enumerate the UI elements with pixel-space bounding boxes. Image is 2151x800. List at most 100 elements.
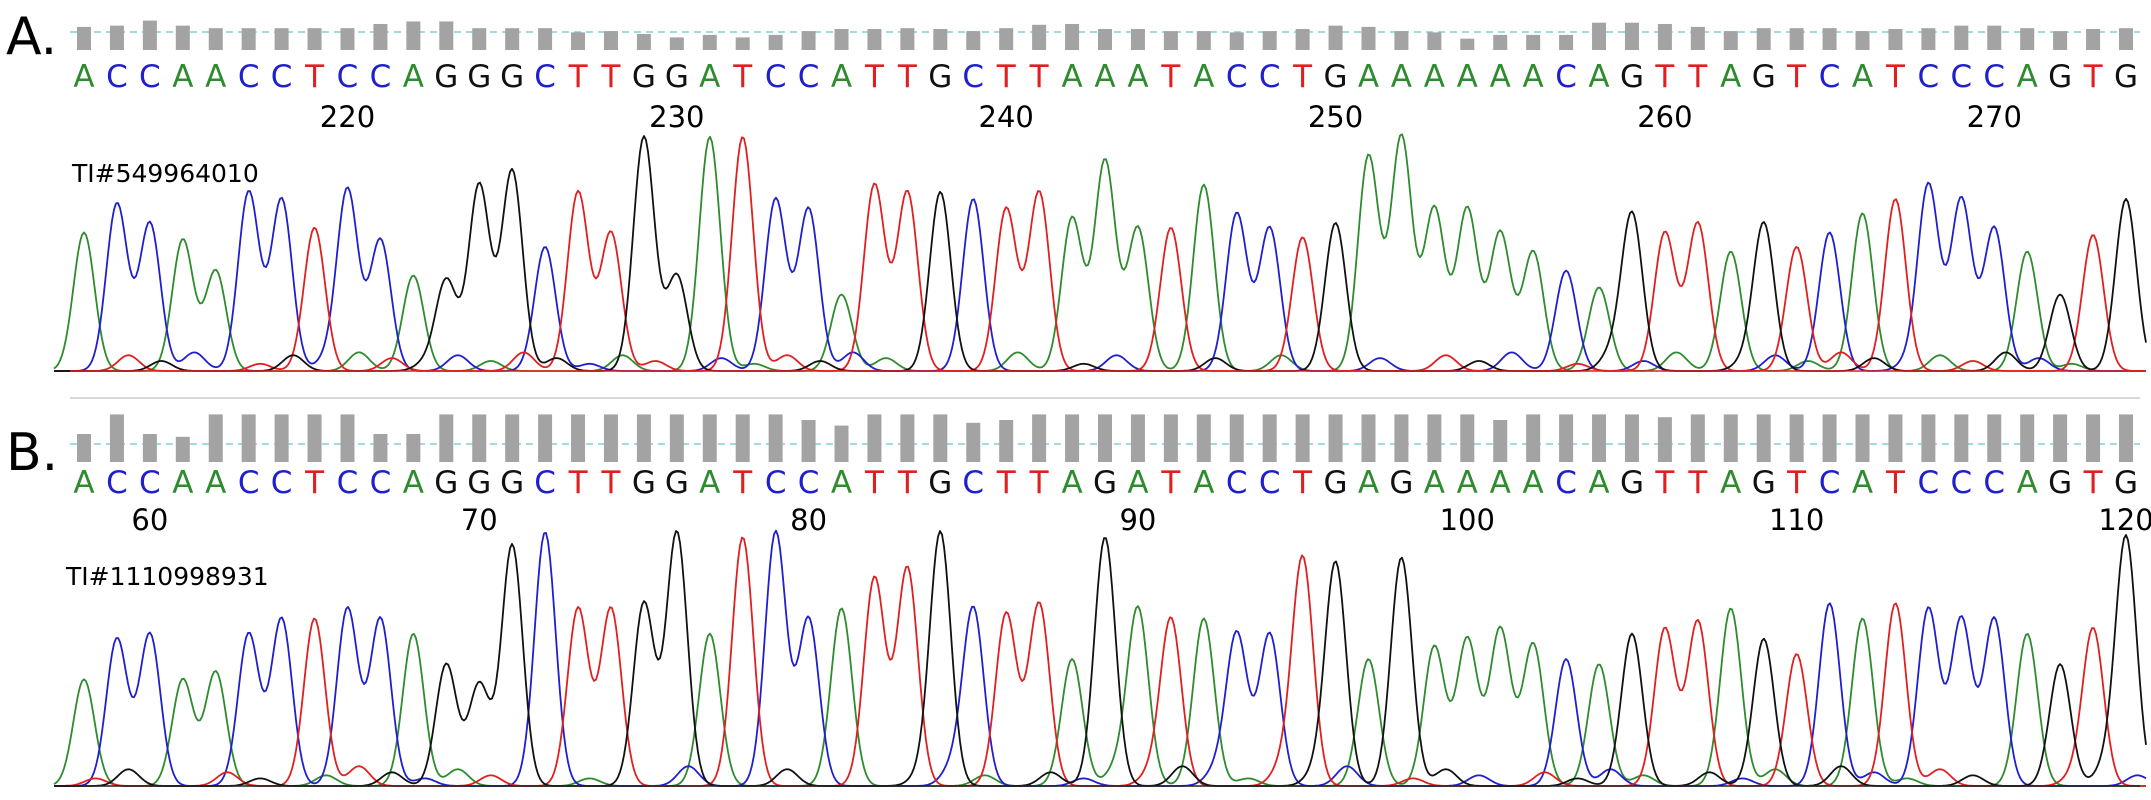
base-call: C: [337, 465, 359, 501]
quality-bar: [274, 28, 289, 50]
quality-bar: [77, 26, 91, 50]
base-call: C: [765, 465, 787, 501]
position-label: 120: [2098, 503, 2151, 537]
quality-bar: [1624, 22, 1639, 50]
base-call: A: [1852, 59, 1873, 95]
panel-b-trace-id: TI#1110998931: [65, 562, 269, 591]
base-call: A: [1457, 59, 1478, 95]
quality-bar: [2086, 414, 2101, 462]
quality-bar: [1196, 31, 1211, 50]
base-call: C: [1983, 59, 2005, 95]
base-call: G: [665, 465, 689, 501]
panel-a-trace-id: TI#549964010: [71, 159, 259, 188]
base-call: C: [1226, 465, 1248, 501]
trace-C: [54, 181, 2146, 372]
quality-bar: [1559, 34, 1574, 50]
base-call: G: [2048, 465, 2072, 501]
base-call: A: [73, 465, 94, 501]
base-call: T: [1687, 59, 1708, 95]
quality-bar: [1032, 414, 1047, 462]
panel-b-traces: [53, 529, 2147, 787]
base-call: A: [1490, 59, 1511, 95]
quality-bar: [505, 28, 520, 50]
quality-bar: [373, 23, 388, 50]
base-call: A: [1588, 465, 1609, 501]
base-call: T: [1029, 59, 1050, 95]
quality-bar: [1065, 23, 1080, 50]
quality-bar: [966, 31, 981, 50]
quality-bar: [538, 414, 553, 462]
base-call: G: [1620, 465, 1644, 501]
quality-bar: [1789, 28, 1804, 50]
quality-bar: [669, 37, 684, 50]
panel-a-quality-bars: [70, 20, 2140, 50]
base-call: A: [699, 465, 720, 501]
base-call: T: [2083, 59, 2104, 95]
base-call: A: [1061, 465, 1082, 501]
quality-bar: [2086, 29, 2101, 50]
quality-bar: [1130, 414, 1145, 462]
base-call: C: [139, 59, 161, 95]
quality-bar: [867, 29, 882, 50]
base-call: C: [534, 465, 556, 501]
base-call: T: [897, 59, 918, 95]
quality-bar: [1657, 417, 1672, 462]
base-call: G: [665, 59, 689, 95]
quality-bar: [1526, 414, 1541, 462]
base-call: G: [632, 59, 656, 95]
position-label: 260: [1637, 100, 1692, 134]
base-call: T: [304, 59, 325, 95]
quality-bar: [669, 414, 684, 462]
base-call: G: [1620, 59, 1644, 95]
base-call: C: [765, 59, 787, 95]
quality-bar: [1888, 414, 1903, 462]
quality-bar: [603, 31, 618, 50]
quality-bar: [1394, 414, 1409, 462]
base-call: T: [304, 465, 325, 501]
base-call: T: [1654, 59, 1675, 95]
base-call: T: [1786, 465, 1807, 501]
quality-bar: [999, 28, 1014, 50]
base-call: A: [1391, 59, 1412, 95]
trace-G: [54, 135, 2147, 372]
base-call: T: [568, 465, 589, 501]
base-call: T: [732, 59, 753, 95]
base-call: T: [1160, 59, 1181, 95]
base-call: A: [1094, 59, 1115, 95]
quality-bar: [571, 414, 586, 462]
base-call: A: [1523, 59, 1544, 95]
quality-bar: [406, 21, 421, 50]
base-call: G: [2114, 59, 2138, 95]
quality-bar: [1592, 414, 1607, 462]
base-call: C: [1259, 59, 1281, 95]
trace-G: [54, 530, 2147, 787]
quality-bar: [1822, 28, 1837, 50]
quality-bar: [1921, 414, 1936, 462]
base-call: T: [1885, 59, 1906, 95]
quality-bar: [142, 20, 157, 50]
position-label: 100: [1440, 503, 1495, 537]
quality-bar: [1493, 34, 1508, 50]
quality-bar: [1295, 29, 1310, 50]
base-call: C: [1259, 465, 1281, 501]
base-call: A: [1852, 465, 1873, 501]
panel-b-label: B.: [6, 423, 58, 483]
base-call: G: [1389, 465, 1413, 501]
quality-bar: [1987, 414, 2002, 462]
quality-bar: [1888, 29, 1903, 50]
base-call: A: [2017, 465, 2038, 501]
base-call: A: [2017, 59, 2038, 95]
quality-bar: [2119, 28, 2133, 50]
quality-bar: [1065, 414, 1080, 462]
base-call: T: [996, 465, 1017, 501]
base-call: A: [1127, 465, 1148, 501]
quality-bar: [867, 414, 882, 462]
quality-bar: [142, 434, 157, 462]
base-call: C: [271, 465, 293, 501]
quality-bar: [208, 414, 223, 462]
base-call: A: [831, 465, 852, 501]
base-call: C: [106, 59, 128, 95]
quality-bar: [1262, 414, 1277, 462]
base-call: C: [962, 465, 984, 501]
base-call: T: [600, 59, 621, 95]
